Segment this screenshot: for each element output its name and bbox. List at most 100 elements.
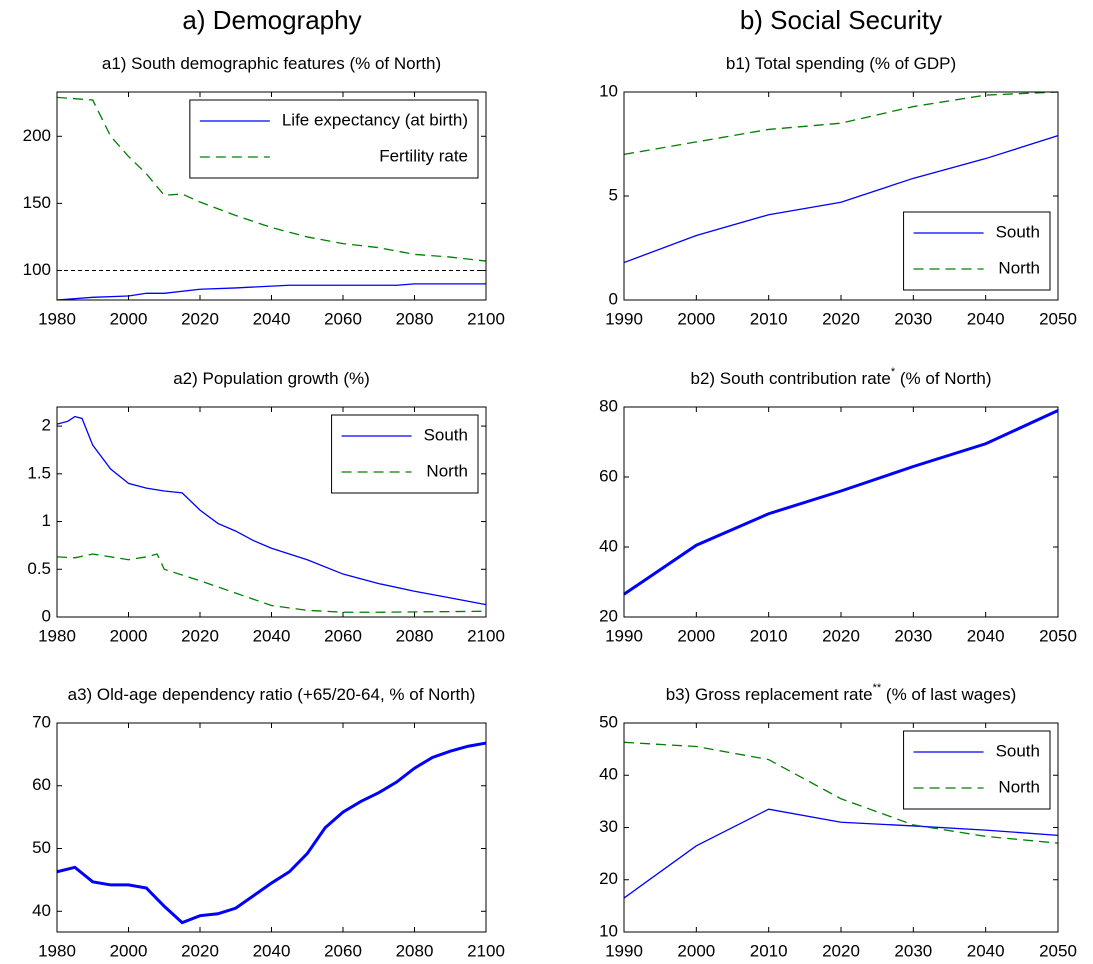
y-tick-label: 40 bbox=[32, 901, 51, 920]
data-line bbox=[623, 135, 1059, 264]
y-tick-label: 60 bbox=[599, 466, 618, 485]
x-tick-label: 2040 bbox=[253, 309, 291, 328]
legend: South North bbox=[331, 414, 479, 494]
legend-label: South bbox=[996, 222, 1040, 241]
data-line bbox=[623, 808, 1059, 899]
x-tick-label: 1990 bbox=[605, 626, 643, 645]
data-line bbox=[56, 415, 487, 606]
x-tick-label: 2000 bbox=[677, 941, 715, 960]
title-text: a1) South demographic features (% of Nor… bbox=[102, 54, 441, 73]
legend-label: North bbox=[998, 258, 1040, 277]
legend-box bbox=[903, 730, 1051, 810]
column-heading: b) Social Security bbox=[740, 5, 942, 35]
title-text: b3) Gross replacement rate bbox=[666, 685, 873, 704]
legend-box bbox=[903, 211, 1051, 291]
panel-title: b3) Gross replacement rate** (% of last … bbox=[666, 682, 1017, 705]
y-tick-label: 10 bbox=[599, 921, 618, 940]
legend-label: North bbox=[998, 777, 1040, 796]
x-tick-label: 2030 bbox=[894, 309, 932, 328]
axes-frame bbox=[56, 722, 487, 933]
data-line bbox=[56, 283, 486, 301]
x-tick-label: 2060 bbox=[324, 941, 362, 960]
x-tick-label: 2000 bbox=[677, 309, 715, 328]
x-tick-label: 2040 bbox=[253, 941, 291, 960]
column-heading: a) Demography bbox=[182, 5, 361, 35]
axes-frame bbox=[56, 406, 487, 618]
x-tick-label: 2000 bbox=[110, 941, 148, 960]
y-tick-label: 100 bbox=[23, 260, 51, 279]
panel: a3) Old-age dependency ratio (+65/20-64,… bbox=[32, 685, 505, 960]
legend-label: South bbox=[996, 741, 1040, 760]
axes-frame bbox=[56, 91, 487, 301]
x-tick-label: 2000 bbox=[677, 626, 715, 645]
data-line bbox=[56, 741, 487, 925]
y-tick-label: 5 bbox=[609, 185, 618, 204]
panel-title: a2) Population growth (%) bbox=[173, 369, 370, 388]
x-tick-label: 2030 bbox=[894, 626, 932, 645]
data-line bbox=[623, 409, 1059, 596]
x-tick-label: 2080 bbox=[396, 309, 434, 328]
y-tick-label: 20 bbox=[599, 869, 618, 888]
title-text: a3) Old-age dependency ratio (+65/20-64,… bbox=[68, 685, 476, 704]
x-tick-label: 1980 bbox=[38, 626, 76, 645]
x-tick-label: 2040 bbox=[253, 626, 291, 645]
x-tick-label: 2020 bbox=[822, 309, 860, 328]
title-text: b2) South contribution rate bbox=[691, 369, 891, 388]
x-tick-label: 2010 bbox=[750, 309, 788, 328]
legend: South North bbox=[903, 730, 1051, 810]
y-tick-label: 10 bbox=[599, 81, 618, 100]
y-tick-label: 150 bbox=[23, 193, 51, 212]
x-tick-label: 2060 bbox=[324, 626, 362, 645]
data-line bbox=[56, 553, 487, 613]
y-tick-label: 0.5 bbox=[27, 559, 51, 578]
title-text: b1) Total spending (% of GDP) bbox=[726, 54, 956, 73]
axes-frame bbox=[623, 406, 1059, 618]
x-tick-label: 2080 bbox=[396, 941, 434, 960]
legend-label: Life expectancy (at birth) bbox=[282, 110, 468, 129]
x-tick-label: 2050 bbox=[1039, 309, 1077, 328]
panel: b2) South contribution rate* (% of North… bbox=[599, 366, 1077, 646]
x-tick-label: 2000 bbox=[110, 309, 148, 328]
axes-frame bbox=[623, 722, 1059, 933]
x-tick-label: 1980 bbox=[38, 309, 76, 328]
x-tick-label: 2050 bbox=[1039, 626, 1077, 645]
panel: b1) Total spending (% of GDP) 1990 2000 201… bbox=[599, 54, 1077, 328]
x-tick-label: 1990 bbox=[605, 309, 643, 328]
x-tick-label: 2040 bbox=[967, 941, 1005, 960]
y-tick-label: 0 bbox=[609, 289, 618, 308]
y-tick-label: 70 bbox=[32, 712, 51, 731]
title-text: (% of North) bbox=[895, 369, 991, 388]
legend-box bbox=[189, 99, 479, 179]
x-tick-label: 2100 bbox=[467, 626, 505, 645]
x-tick-label: 2100 bbox=[467, 941, 505, 960]
y-tick-label: 80 bbox=[599, 396, 618, 415]
panel-title: a3) Old-age dependency ratio (+65/20-64,… bbox=[68, 685, 476, 704]
y-tick-label: 1.5 bbox=[27, 463, 51, 482]
x-tick-label: 1990 bbox=[605, 941, 643, 960]
y-tick-label: 40 bbox=[599, 536, 618, 555]
title-text: (% of last wages) bbox=[881, 685, 1016, 704]
y-tick-label: 200 bbox=[23, 126, 51, 145]
data-line bbox=[623, 91, 1059, 156]
y-tick-label: 50 bbox=[599, 712, 618, 731]
y-tick-label: 40 bbox=[599, 765, 618, 784]
legend-label: Fertility rate bbox=[379, 146, 468, 165]
y-tick-label: 30 bbox=[599, 817, 618, 836]
x-tick-label: 2020 bbox=[181, 941, 219, 960]
title-superscript: * bbox=[891, 366, 896, 378]
x-tick-label: 2000 bbox=[110, 626, 148, 645]
x-tick-label: 2040 bbox=[967, 626, 1005, 645]
legend-box bbox=[331, 414, 479, 494]
y-tick-label: 0 bbox=[42, 606, 51, 625]
panel-title: b1) Total spending (% of GDP) bbox=[726, 54, 956, 73]
y-tick-label: 60 bbox=[32, 775, 51, 794]
legend-label: North bbox=[426, 461, 468, 480]
x-tick-label: 2020 bbox=[822, 626, 860, 645]
x-tick-label: 2100 bbox=[467, 309, 505, 328]
x-tick-label: 2050 bbox=[1039, 941, 1077, 960]
y-tick-label: 20 bbox=[599, 606, 618, 625]
x-tick-label: 2080 bbox=[396, 626, 434, 645]
x-tick-label: 2040 bbox=[967, 309, 1005, 328]
y-tick-label: 50 bbox=[32, 838, 51, 857]
